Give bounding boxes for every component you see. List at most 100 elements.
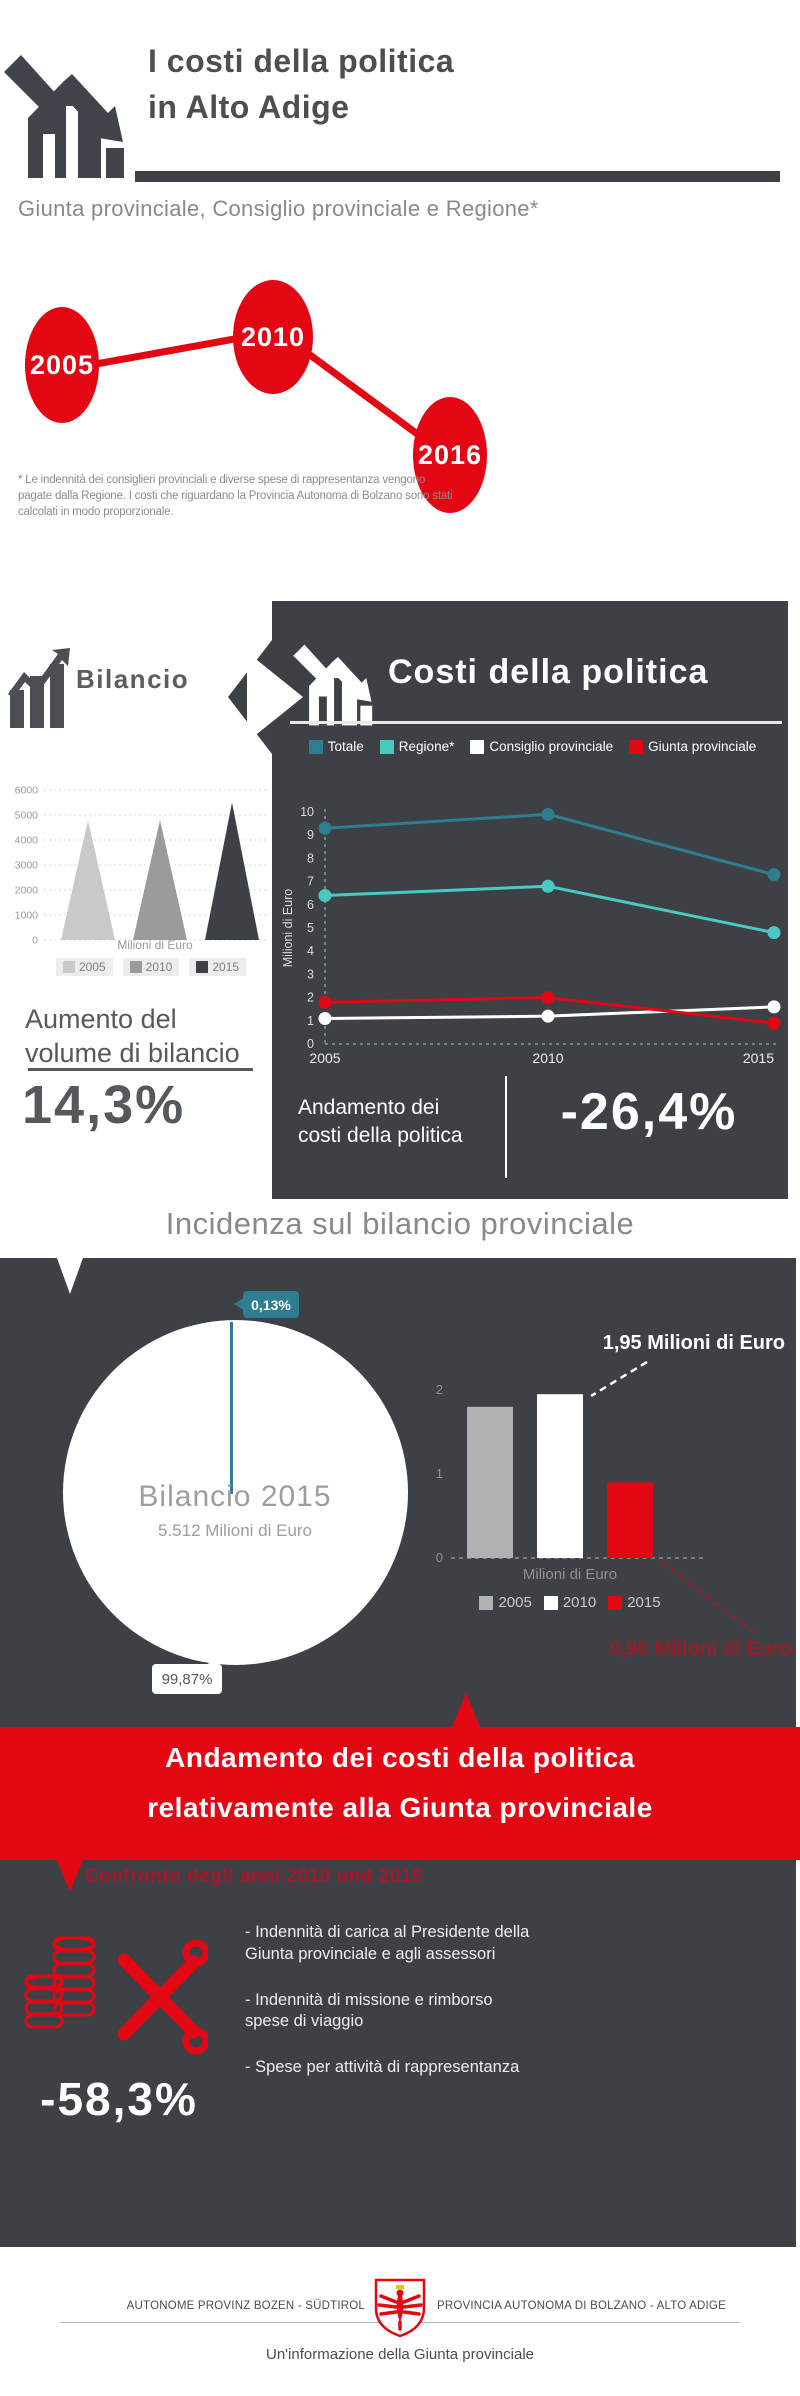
legend-item: Consiglio provinciale — [470, 739, 613, 754]
page-title-line1: I costi della politica — [148, 43, 455, 79]
falling-house-logo-icon — [4, 55, 124, 178]
pie-small-label: 0,13% — [251, 1296, 291, 1313]
footnote-line1: * Le indennità dei consiglieri provincia… — [18, 474, 426, 486]
footnote-line2: pagate dalla Regione. I costi che riguar… — [18, 490, 453, 502]
bilancio-label: Bilancio — [76, 664, 190, 694]
legend-item: 2015 — [189, 958, 247, 976]
svg-text:1000: 1000 — [15, 910, 39, 922]
legend-color-box — [308, 739, 323, 754]
svg-text:0: 0 — [436, 1550, 443, 1565]
andamento-line2: costi della politica — [298, 1124, 463, 1148]
pie-slice-costs — [230, 1322, 233, 1494]
legend-item: Totale — [308, 739, 364, 754]
comparison-note: Confronto degli anni 2010 und 2016 — [85, 1866, 423, 1887]
legend-label: 2010 — [562, 1594, 597, 1611]
legend-color-box — [196, 961, 209, 973]
page-subtitle: Giunta provinciale, Consiglio provincial… — [18, 196, 539, 221]
pie-large-badge: 99,87% — [152, 1654, 222, 1694]
legend-color-box — [479, 1595, 494, 1610]
costi-title-underline — [290, 721, 782, 724]
legend-label: Giunta provinciale — [648, 739, 757, 754]
bullet-item: - Indennità di missione e rimborso spese… — [245, 1990, 493, 2031]
bar-annotation-2015: 0,90 Milioni di Euro — [609, 1638, 792, 1660]
legend-color-box — [379, 739, 394, 754]
band-title-line1: Andamento dei costi della politica — [165, 1742, 635, 1773]
timeline-year-2010-label: 2010 — [240, 321, 306, 352]
svg-text:2: 2 — [436, 1382, 443, 1397]
svg-text:2010: 2010 — [532, 1050, 563, 1066]
legend-item: 2010 — [543, 1594, 597, 1611]
bullet-item: - Indennità di carica al Presidente dell… — [245, 1923, 530, 1963]
coat-of-arms-icon — [374, 2278, 426, 2338]
svg-text:1: 1 — [436, 1466, 443, 1481]
legend-color-box — [470, 739, 485, 754]
svg-text:5: 5 — [307, 921, 314, 935]
scissors-icon — [118, 1939, 208, 2055]
timeline-year-2010: 2010 — [233, 280, 313, 394]
aumento-line1: Aumento del — [25, 1004, 177, 1034]
arrow-right-wedge — [247, 652, 303, 742]
svg-text:6000: 6000 — [15, 785, 39, 797]
legend-color-box — [62, 961, 75, 973]
legend-label: Consiglio provinciale — [489, 739, 614, 754]
svg-text:2000: 2000 — [15, 885, 39, 897]
legend-item: 2010 — [122, 958, 180, 976]
svg-text:4000: 4000 — [15, 835, 39, 847]
footer-left-text: AUTONOME PROVINZ BOZEN - SÜDTIROL — [126, 2300, 365, 2312]
triangle-chart-legend: 2005 2010 2015 — [30, 958, 272, 976]
giunta-bar-chart: 0 1 2 — [436, 1360, 754, 1633]
legend-item: 2015 — [608, 1594, 661, 1611]
costi-title: Costi della politica — [388, 653, 709, 691]
timeline-year-2016: 2016 — [413, 397, 487, 513]
timeline-year-2005-label: 2005 — [29, 349, 95, 380]
line-chart-legend: Totale Regione* Consiglio provinciale Giunt… — [285, 739, 780, 754]
band-title-line2: relativamente alla Giunta provinciale — [147, 1792, 653, 1823]
legend-item: Giunta provinciale — [629, 739, 756, 754]
legend-label: 2010 — [145, 960, 173, 974]
svg-text:4: 4 — [307, 944, 314, 958]
svg-text:2015: 2015 — [743, 1050, 774, 1066]
footer-credit: Un'informazione della Giunta provinciale — [265, 2346, 534, 2363]
legend-label: Regione* — [398, 739, 455, 754]
legend-color-box — [608, 1595, 623, 1610]
svg-text:2005: 2005 — [309, 1050, 340, 1066]
bar-chart-legend: 2005 2010 2015 — [430, 1594, 710, 1611]
svg-text:Milioni di Euro: Milioni di Euro — [281, 889, 295, 968]
andamento-value: -26,4% — [560, 1083, 738, 1141]
timeline-year-2016-label: 2016 — [417, 439, 483, 470]
aumento-label: Aumento del volume di bilancio — [25, 1003, 240, 1071]
svg-text:5000: 5000 — [15, 810, 39, 822]
pie-small-badge: 0,13% — [234, 1291, 299, 1318]
footer-right-text: PROVINCIA AUTONOMA DI BOLZANO - ALTO ADI… — [437, 2300, 726, 2312]
bilancio-triangle-chart: 0 1000 2000 3000 4000 5000 6000 — [15, 785, 266, 947]
svg-text:0: 0 — [32, 935, 38, 947]
page-title: I costi della politica in Alto Adige — [148, 38, 454, 131]
svg-text:10: 10 — [300, 805, 314, 819]
legend-label: 2015 — [212, 960, 240, 974]
budget-pie-chart — [63, 1320, 408, 1665]
legend-color-box — [543, 1595, 558, 1610]
pie-center-title: Bilancio 2015 — [138, 1480, 332, 1513]
giunta-bullet-list: - Indennità di carica al Presidente dell… — [245, 1922, 530, 2103]
costi-line-chart: 0 1 2 3 4 5 6 7 8 9 10 Milioni di Euro 2005 2010 2015 — [281, 805, 781, 1066]
page-title-line2: in Alto Adige — [148, 89, 350, 126]
rising-chart-icon — [8, 648, 70, 728]
panel-notch-down — [57, 1258, 83, 1294]
legend-color-box — [129, 961, 142, 973]
triangle-chart-xlabel: Milioni di Euro — [117, 938, 193, 952]
svg-text:7: 7 — [307, 875, 314, 889]
footnote: * Le indennità dei consiglieri provincia… — [18, 472, 453, 520]
legend-item: Regione* — [379, 739, 455, 754]
bar-chart-xlabel: Milioni di Euro — [522, 1566, 618, 1583]
pie-center-subtitle: 5.512 Milioni di Euro — [157, 1521, 313, 1540]
andamento-divider — [505, 1076, 507, 1178]
aumento-value: 14,3% — [22, 1075, 186, 1135]
bullet-item: - Spese per attività di rappresentanza — [245, 2058, 520, 2077]
svg-text:3: 3 — [307, 967, 314, 981]
legend-item: 2005 — [479, 1594, 532, 1611]
footnote-line3: calcolati in modo proporzionale. — [18, 506, 174, 518]
andamento-line1: Andamento dei — [298, 1096, 440, 1119]
svg-text:0: 0 — [307, 1037, 314, 1051]
header-divider-bar — [135, 171, 780, 182]
